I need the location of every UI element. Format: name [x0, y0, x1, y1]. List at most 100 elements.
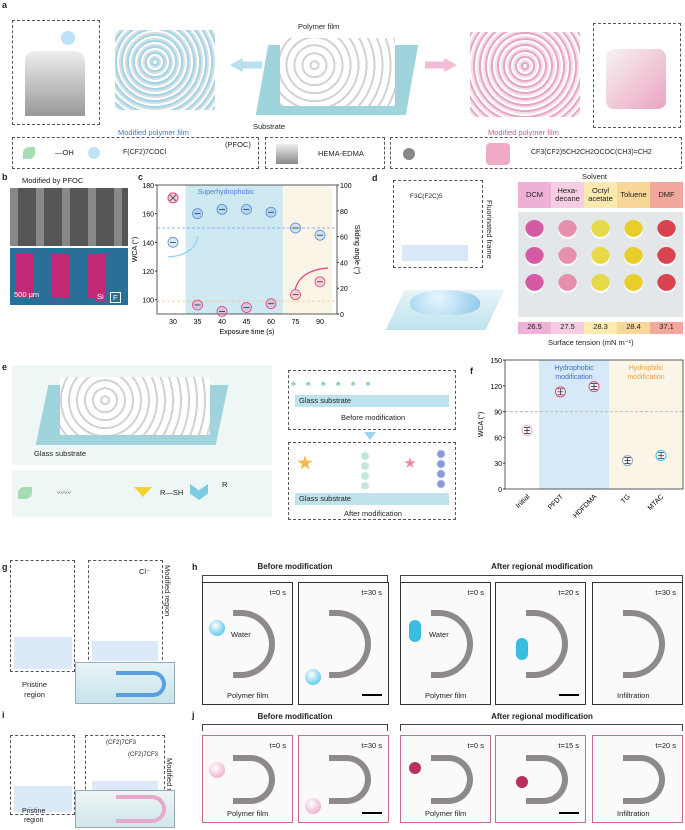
- f-legend: F: [110, 292, 121, 303]
- y-tick-label: 120: [142, 269, 154, 276]
- error-bar: [624, 457, 631, 464]
- solvent-droplet: [558, 274, 577, 293]
- fluorinated-structure-box: F3C(F2C)5: [393, 180, 483, 268]
- chloride-label: Cl⁻: [139, 567, 151, 576]
- device-illustration-g: [75, 662, 175, 704]
- solvent-droplet: [624, 247, 643, 266]
- modified-film-blue: [115, 30, 215, 110]
- bracket: [400, 724, 683, 731]
- glass-bar: [295, 395, 449, 407]
- timestamp: t=30 s: [655, 588, 676, 597]
- frame-caption: Polymer film: [227, 691, 269, 700]
- x-axis-label: Exposure time (s): [220, 329, 275, 336]
- x-tick-label: MTAC: [647, 493, 666, 512]
- legend-box-pfoc: —OH F(CF2)7COCl (PFOC): [12, 137, 259, 169]
- y-tick-label: 140: [142, 240, 154, 247]
- timestamp: t=0 s: [467, 588, 484, 597]
- frame-caption: Polymer film: [425, 809, 467, 818]
- panel-label-i: i: [2, 710, 5, 720]
- y-right-tick-label: 60: [340, 235, 348, 242]
- frame-caption: Polymer film: [227, 809, 269, 818]
- hema-edma-icon: [276, 144, 298, 164]
- glass-substrate-label: Glass substrate: [299, 396, 352, 405]
- y-right-tick-label: 40: [340, 260, 348, 267]
- pfoc-structure: F(CF2)7COCl: [123, 149, 167, 156]
- before-modification-header: Before modification: [257, 712, 333, 721]
- after-modification-header: After regional modification: [491, 562, 593, 571]
- pink-pore-illustration: [606, 49, 666, 109]
- formula-label: F3C(F2C)5: [410, 193, 443, 200]
- panel-label-g: g: [2, 562, 8, 572]
- polymer-chain-green: [359, 451, 371, 489]
- x-tick-label: TG: [620, 493, 632, 505]
- water-label: Water: [429, 629, 449, 639]
- u-shaped-polymer-film: [431, 610, 473, 678]
- y-right-tick-label: 20: [340, 286, 348, 293]
- timestamp: t=30 s: [361, 588, 382, 597]
- solvent-droplet: [657, 220, 676, 239]
- x-tick-label: Initial: [515, 493, 532, 510]
- before-modification-box: ♣♣♣♣♣♣ Glass substrate Before modificati…: [288, 370, 456, 430]
- modified-film-pink: [470, 32, 580, 117]
- y-tick-label: 100: [142, 298, 154, 305]
- pfoc-label: (PFOC): [225, 140, 251, 149]
- pink-star-icon: [404, 457, 416, 468]
- r-group-label: R: [222, 480, 228, 489]
- fluoro-chain-label-2: (CF2)7CF3: [128, 752, 159, 758]
- y-tick-label: 160: [142, 212, 154, 219]
- shaded-region: [185, 185, 283, 314]
- pristine-structure-box-i: [10, 735, 75, 815]
- pore-inset-right: [593, 23, 681, 128]
- chevron-icon: [190, 484, 208, 500]
- droplet: [409, 762, 421, 775]
- region-hydrophobic: [539, 360, 609, 489]
- pristine-structure-box-g: [10, 560, 75, 672]
- triangle-icon: [134, 487, 152, 497]
- x-tick-label: 90: [316, 319, 324, 326]
- substrate-block: [14, 637, 72, 669]
- solvent-grid: DCM 26.5 Hexa- decane 27.5 Octyl acetate 28.3…: [518, 182, 683, 334]
- pore-illustration: [25, 51, 85, 116]
- frame-caption: Polymer film: [425, 691, 467, 700]
- after-modification-box: Glass substrate After modification: [288, 442, 456, 520]
- u-shaped-polymer-film: [526, 610, 568, 678]
- u-shaped-polymer-film: [623, 755, 665, 804]
- x-tick-label: 30: [169, 319, 177, 326]
- annotation: Superhydrophobic: [198, 189, 255, 196]
- polymer-chain-blue: [435, 449, 447, 489]
- substrate-block: [402, 245, 468, 261]
- legend-box-hema: HEMA-EDMA: [265, 137, 385, 169]
- solvent-label: Solvent: [582, 172, 608, 181]
- u-shaped-polymer-film: [329, 755, 371, 804]
- droplet: [305, 669, 321, 686]
- pristine-region-label: Pristine region: [22, 680, 48, 699]
- y-tick-label: 180: [142, 183, 154, 190]
- pristine-region-label: Pristine region: [22, 808, 46, 825]
- droplet: [209, 762, 225, 779]
- solvent-droplet: [525, 247, 544, 266]
- after-modification-header: After regional modification: [491, 712, 593, 721]
- blue-channel: [116, 671, 166, 697]
- pink-channel: [116, 795, 166, 823]
- video-frame: t=30 s: [298, 735, 389, 823]
- bracket: [202, 724, 388, 731]
- y-right-tick-label: 100: [340, 183, 352, 190]
- arrow-right-axis-icon: [294, 267, 329, 291]
- error-bar: [557, 388, 564, 396]
- si-regions: [16, 254, 122, 298]
- solvent-droplet: [591, 274, 610, 293]
- modified-film-label-right: Modified polymer film: [488, 128, 559, 137]
- eds-map: [10, 248, 128, 305]
- panel-label-f: f: [470, 366, 473, 376]
- solvent-header: Toluene: [617, 182, 650, 208]
- surface-tension-value: 26.5: [518, 322, 551, 334]
- modified-structure-box-g: Cl⁻: [88, 560, 163, 665]
- error-bar: [658, 452, 664, 459]
- panel-label-e: e: [2, 362, 8, 372]
- region-label: modification: [555, 374, 592, 381]
- water-label: Water: [231, 629, 251, 639]
- panel-label-h: h: [192, 562, 198, 572]
- u-shaped-polymer-film: [233, 755, 275, 804]
- y-tick-label: 60: [494, 435, 502, 442]
